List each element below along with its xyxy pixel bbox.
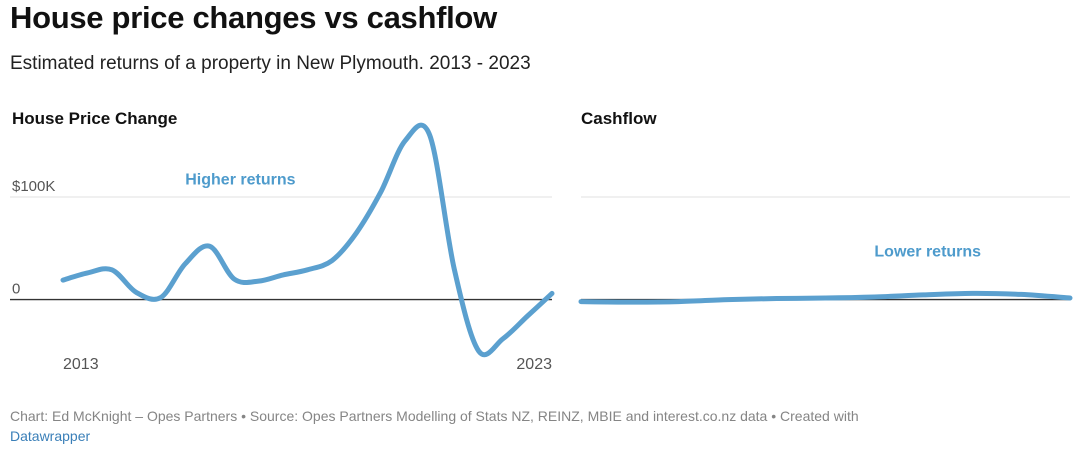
- annotation-cashflow: Lower returns: [874, 243, 981, 260]
- series-line-cashflow: [578, 290, 1073, 305]
- annotation-house-price: Higher returns: [185, 172, 295, 189]
- chart-title: House price changes vs cashflow: [10, 0, 497, 35]
- small-multiples-chart: $100K 0 2013 2023 Higher returns Lower return…: [10, 122, 1073, 373]
- panel-title-cashflow: Cashflow: [581, 109, 657, 128]
- y-tick-label-house-price: 0: [12, 281, 20, 298]
- panel-title-house-price: House Price Change: [12, 109, 178, 128]
- x-tick-label-house-price: 2023: [516, 356, 552, 373]
- series-line-house-price: [60, 122, 555, 358]
- x-tick-label-house-price: 2013: [63, 356, 99, 373]
- footer-credits: Chart: Ed McKnight – Opes Partners • Sou…: [10, 408, 859, 424]
- chart-subtitle: Estimated returns of a property in New P…: [10, 53, 531, 74]
- datawrapper-link[interactable]: Datawrapper: [10, 428, 91, 444]
- chart-footer: Chart: Ed McKnight – Opes Partners • Sou…: [10, 406, 1070, 446]
- y-tick-label-house-price: $100K: [12, 178, 55, 195]
